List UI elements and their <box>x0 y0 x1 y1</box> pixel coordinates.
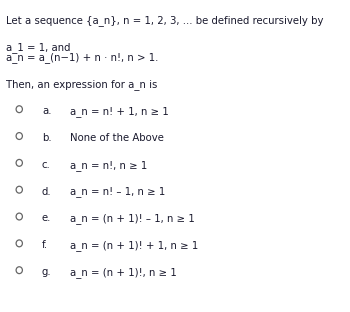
Text: f.: f. <box>42 240 48 250</box>
Text: a.: a. <box>42 106 51 116</box>
Text: a_n = n! – 1, n ≥ 1: a_n = n! – 1, n ≥ 1 <box>70 187 165 197</box>
Text: Let a sequence {a_n}, n = 1, 2, 3, ... be defined recursively by: Let a sequence {a_n}, n = 1, 2, 3, ... b… <box>6 15 324 26</box>
Text: a_n = (n + 1)!, n ≥ 1: a_n = (n + 1)!, n ≥ 1 <box>70 267 177 278</box>
Text: g.: g. <box>42 267 52 277</box>
Text: a_n = (n + 1)! + 1, n ≥ 1: a_n = (n + 1)! + 1, n ≥ 1 <box>70 240 198 251</box>
Text: a_n = n! + 1, n ≥ 1: a_n = n! + 1, n ≥ 1 <box>70 106 169 117</box>
Text: a_1 = 1, and: a_1 = 1, and <box>6 42 71 53</box>
Text: a_n = a_(n−1) + n · n!, n > 1.: a_n = a_(n−1) + n · n!, n > 1. <box>6 52 159 63</box>
Text: e.: e. <box>42 213 51 223</box>
Text: d.: d. <box>42 187 52 197</box>
Text: a_n = n!, n ≥ 1: a_n = n!, n ≥ 1 <box>70 160 147 171</box>
Text: b.: b. <box>42 133 52 143</box>
Text: None of the Above: None of the Above <box>70 133 164 143</box>
Text: c.: c. <box>42 160 51 170</box>
Text: a_n = (n + 1)! – 1, n ≥ 1: a_n = (n + 1)! – 1, n ≥ 1 <box>70 213 195 224</box>
Text: Then, an expression for a_n is: Then, an expression for a_n is <box>6 80 158 90</box>
